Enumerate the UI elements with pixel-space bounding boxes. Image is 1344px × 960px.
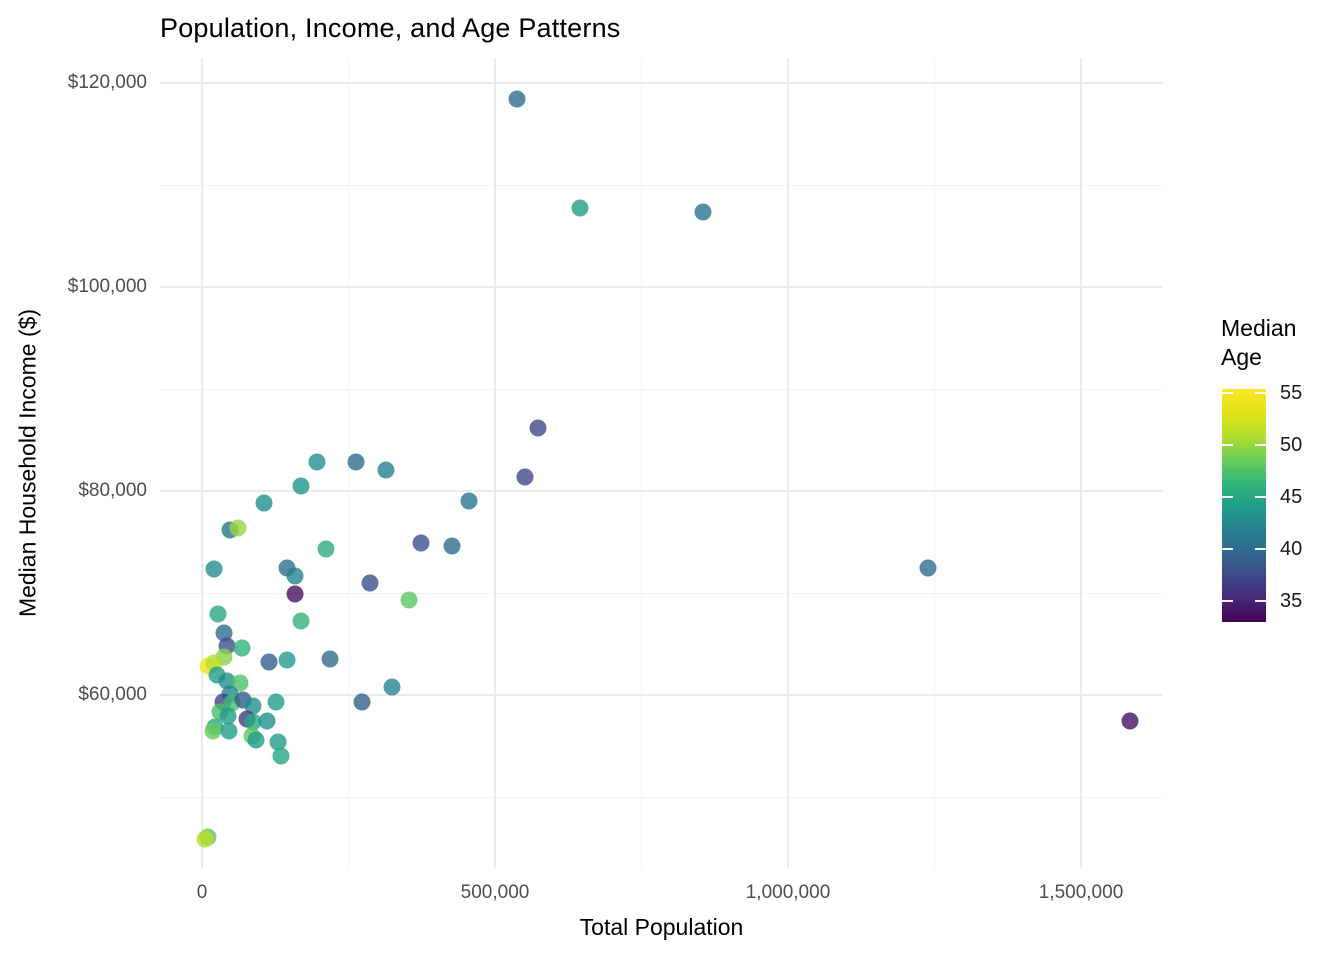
data-point (205, 560, 223, 578)
x-axis-tick-label: 1,500,000 (1038, 882, 1124, 903)
data-point (308, 453, 326, 471)
gridline-y-minor (160, 592, 1163, 594)
data-point (460, 492, 478, 510)
colorbar-tick-mark (1222, 496, 1233, 499)
data-point (508, 90, 526, 108)
data-point (571, 199, 589, 217)
colorbar-tick-mark (1255, 392, 1266, 395)
data-point (278, 651, 296, 669)
colorbar-tick-mark (1222, 444, 1233, 447)
data-point (412, 534, 430, 552)
data-point (196, 830, 214, 848)
data-point (269, 733, 287, 751)
gridline-x-major (1080, 58, 1082, 868)
gridline-x-minor (934, 58, 935, 868)
data-point (1121, 712, 1139, 729)
x-axis-title: Total Population (579, 914, 744, 940)
data-point (244, 697, 262, 715)
y-axis-title: Median Household Income ($) (14, 308, 41, 618)
data-point (204, 722, 222, 740)
x-axis-tick-label: 0 (196, 882, 208, 903)
colorbar-tick-mark (1222, 600, 1233, 603)
colorbar-tick-mark (1255, 600, 1266, 603)
data-point (219, 707, 237, 725)
data-point (529, 419, 547, 437)
y-axis-tick-label: $80,000 (78, 480, 147, 501)
colorbar-tick-mark (1255, 548, 1266, 551)
colorbar-tick-mark (1255, 444, 1266, 447)
y-axis-tick-label: $100,000 (67, 276, 147, 297)
data-point (286, 585, 304, 603)
colorbar-tick-label: 35 (1280, 590, 1303, 613)
gridline-x-minor (641, 58, 642, 868)
gridline-y-minor (160, 796, 1163, 798)
gridline-y-major (160, 490, 1163, 492)
data-point (361, 574, 379, 592)
data-point (286, 567, 304, 585)
data-point (321, 650, 339, 668)
data-point (516, 468, 534, 486)
y-axis-tick-label: $120,000 (67, 72, 147, 93)
data-point (209, 605, 227, 623)
gridline-y-major (160, 286, 1163, 288)
colorbar-tick-label: 55 (1280, 382, 1303, 405)
gridline-x-major (787, 58, 789, 868)
gridline-y-minor (160, 184, 1163, 186)
colorbar-tick-label: 45 (1280, 486, 1303, 509)
data-point (292, 477, 310, 495)
data-point (233, 639, 251, 657)
colorbar-gradient (1222, 389, 1266, 622)
data-point (218, 672, 236, 690)
data-point (267, 693, 285, 711)
data-point (244, 713, 262, 731)
colorbar-tick-label: 50 (1280, 434, 1303, 457)
gridline-y-minor (160, 388, 1163, 390)
colorbar-tick-mark (1222, 392, 1233, 395)
data-point (260, 653, 278, 671)
chart-title: Population, Income, and Age Patterns (160, 13, 621, 43)
data-point (317, 540, 335, 558)
y-axis-tick-label: $60,000 (78, 684, 147, 705)
legend-colorbar: Median Age 55 50 45 40 35 (1200, 300, 1344, 660)
data-point (347, 453, 365, 471)
plot-panel (160, 58, 1163, 868)
colorbar-tick-label: 40 (1280, 538, 1303, 561)
data-point (694, 203, 712, 221)
gridline-x-major (201, 58, 203, 868)
data-point (292, 612, 310, 630)
data-point (377, 461, 395, 479)
data-point (919, 559, 937, 576)
data-point (443, 537, 461, 555)
data-point (247, 731, 265, 749)
data-point (272, 747, 290, 765)
data-point (220, 722, 238, 740)
data-point (255, 494, 273, 512)
legend-title: Median Age (1221, 314, 1296, 372)
legend-title-line: Median (1221, 315, 1297, 341)
data-point (400, 591, 418, 609)
gridline-y-major (160, 694, 1163, 696)
colorbar-tick-mark (1222, 548, 1233, 551)
x-axis-tick-label: 1,000,000 (745, 882, 831, 903)
data-point (229, 519, 247, 537)
gridline-x-major (494, 58, 496, 868)
x-axis-tick-label: 500,000 (460, 882, 530, 903)
data-point (215, 624, 233, 642)
data-point (258, 712, 276, 729)
gridline-y-major (160, 82, 1163, 84)
colorbar-tick-mark (1255, 496, 1266, 499)
legend-title-line: Age (1221, 344, 1262, 370)
data-point (383, 678, 401, 696)
data-point (353, 693, 371, 711)
